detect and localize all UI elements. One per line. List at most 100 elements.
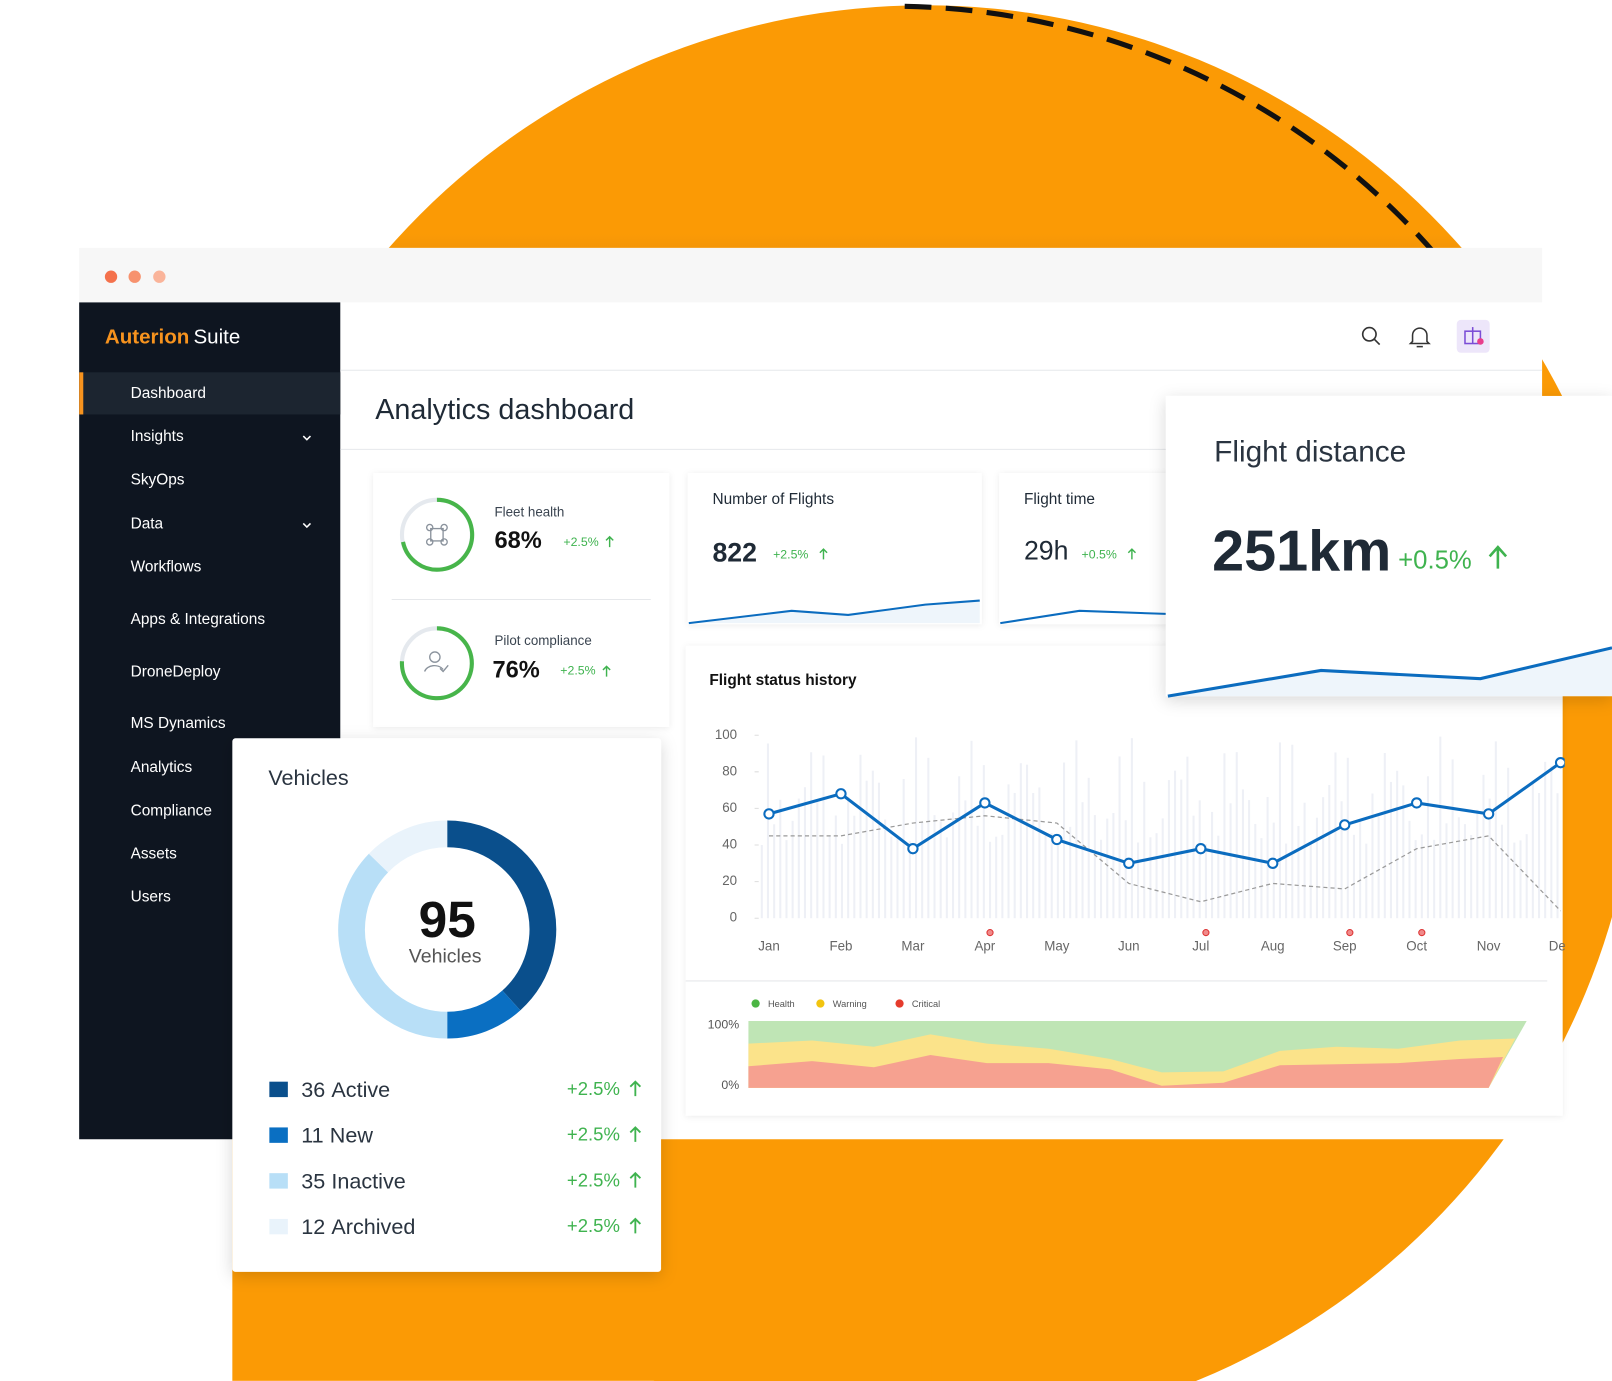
sidebar-item[interactable]: Data: [131, 516, 164, 533]
background-bar: [884, 819, 887, 919]
legend-name: Archived: [331, 1214, 415, 1239]
background-bar: [840, 843, 844, 919]
alert-dot: [1418, 929, 1426, 937]
stat-card: [999, 473, 1172, 625]
background-bar: [1451, 759, 1454, 919]
flight-distance-card: [1165, 395, 1612, 697]
background-bar: [1192, 815, 1195, 919]
donut-total: 95: [419, 890, 476, 948]
background-bar: [1433, 839, 1436, 919]
donut-segment: [368, 820, 448, 873]
background-bar: [914, 737, 918, 919]
background-bar: [1488, 798, 1491, 919]
background-bar: [810, 752, 813, 919]
x-tick-label: Jun: [1118, 939, 1140, 954]
background-bar: [877, 782, 881, 919]
x-tick-label: Nov: [1477, 939, 1501, 954]
sidebar-item[interactable]: SkyOps: [131, 471, 185, 488]
legend-change: +2.5%: [567, 1078, 620, 1099]
area-legend: Health Warning Critical: [751, 999, 940, 1009]
up-arrow: [1127, 548, 1137, 560]
kpi-change: +2.5%: [563, 535, 598, 549]
y-tick-label: 80: [722, 763, 737, 778]
point: [1411, 797, 1423, 809]
background-bar: [1556, 793, 1559, 919]
background-bar: [988, 841, 992, 919]
alert-dot: [986, 929, 994, 937]
legend-count: 11: [301, 1122, 323, 1147]
up-arrow: [629, 1080, 642, 1097]
legend-name: Inactive: [331, 1168, 405, 1193]
background-bar: [1482, 774, 1485, 919]
up-arrow: [605, 535, 614, 548]
background-bar: [1167, 780, 1170, 919]
background-bar: [1001, 834, 1004, 919]
background-bar: [1470, 835, 1473, 919]
background-bar: [1235, 752, 1238, 919]
card-bg: [1165, 395, 1612, 697]
background-bar: [1155, 833, 1158, 919]
background-bar: [1130, 738, 1133, 919]
chart-title: Flight status history: [709, 672, 857, 689]
sidebar-active-marker: [79, 372, 84, 415]
background-bar: [1180, 779, 1183, 919]
kpi-label: Pilot compliance: [494, 633, 591, 648]
sidebar-item[interactable]: Insights: [131, 428, 184, 445]
stat-change: +2.5%: [773, 548, 808, 562]
x-tick-label: Feb: [829, 939, 852, 954]
background-bar: [1204, 844, 1207, 919]
background-bar: [1322, 797, 1325, 919]
bell-icon[interactable]: [1408, 327, 1431, 348]
sidebar-item[interactable]: Analytics: [131, 759, 193, 776]
background-bar: [1032, 793, 1035, 919]
background-bar: [1069, 826, 1072, 919]
background-bar: [1315, 817, 1318, 919]
brand-name: Auterion: [105, 326, 189, 349]
sidebar-item[interactable]: Apps & Integrations: [131, 611, 266, 628]
background-bar: [1100, 839, 1103, 919]
gift-icon[interactable]: [1456, 319, 1490, 353]
legend-change: +2.5%: [567, 1215, 620, 1236]
legend-label: Warning: [833, 999, 867, 1009]
background-bar: [1340, 801, 1343, 919]
background-bar: [1026, 764, 1029, 919]
point: [1482, 808, 1495, 820]
background-bar: [1106, 818, 1109, 919]
sidebar-item[interactable]: Compliance: [131, 802, 212, 819]
legend-count: 35: [301, 1168, 325, 1193]
background-bar: [1550, 766, 1553, 919]
sidebar-item[interactable]: Users: [131, 889, 172, 906]
pilot-icon: [423, 651, 449, 673]
sidebar-item[interactable]: Workflows: [131, 559, 202, 576]
background-bar: [1359, 819, 1362, 919]
x-tick-label: Mar: [901, 939, 925, 954]
background-bar: [945, 837, 948, 919]
card-title: Vehicles: [268, 765, 349, 790]
sidebar-item[interactable]: Assets: [131, 846, 178, 863]
legend-name: Active: [331, 1077, 390, 1102]
chevron[interactable]: [302, 435, 312, 441]
background-bar: [933, 815, 936, 919]
sidebar-menu: Dashboard Insights SkyOps Data Workflows Apps…: [131, 385, 266, 906]
background-bar: [1217, 835, 1220, 919]
x-tick-label: Oct: [1406, 939, 1427, 954]
stat-card: [687, 473, 982, 625]
legend-count: 36: [301, 1077, 325, 1102]
x-tick-label: Sep: [1333, 939, 1357, 954]
search-icon[interactable]: [1361, 326, 1381, 346]
background-bar: [791, 820, 794, 919]
sidebar-item[interactable]: MS Dynamics: [131, 715, 226, 732]
legend-label: Critical: [912, 999, 940, 1009]
background-bar: [951, 812, 955, 919]
brand: Auterion Suite: [105, 326, 240, 349]
sidebar-item[interactable]: Dashboard: [131, 385, 206, 402]
legend-swatch: [269, 1173, 288, 1189]
stat-value: 29h: [1024, 535, 1069, 565]
chevron[interactable]: [302, 522, 312, 529]
sidebar-item[interactable]: DroneDeploy: [131, 664, 221, 681]
background-bar: [1285, 843, 1288, 919]
point: [1267, 857, 1279, 869]
point: [979, 797, 991, 809]
up-arrow: [629, 1171, 642, 1188]
sparkline: [688, 599, 980, 625]
